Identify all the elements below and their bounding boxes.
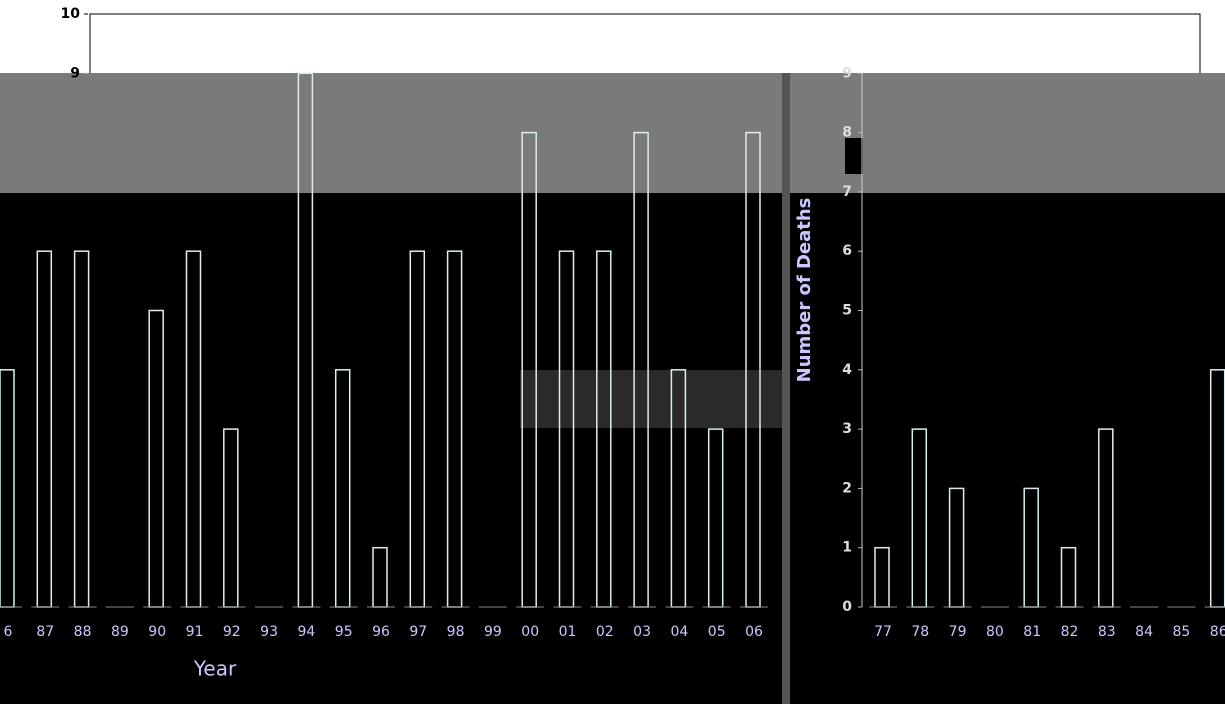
x-tick-label: 83: [1098, 624, 1116, 640]
y-tick-label: 8: [842, 125, 852, 141]
x-axis-title: Year: [193, 657, 237, 681]
y-tick-label: 1: [842, 540, 852, 556]
x-tick-label: 6: [4, 624, 13, 640]
y-tick-label: 5: [842, 303, 852, 319]
x-tick-label: 05: [708, 624, 726, 640]
x-tick-label: 01: [559, 624, 577, 640]
x-tick-label: 04: [670, 624, 688, 640]
x-tick-label: 02: [596, 624, 614, 640]
x-tick-label: 84: [1135, 624, 1153, 640]
x-tick-label: 79: [949, 624, 967, 640]
x-tick-label: 98: [447, 624, 465, 640]
x-tick-label: 88: [74, 624, 92, 640]
x-tick-label: 82: [1061, 624, 1079, 640]
gray-band: [0, 73, 1225, 193]
top-region: [0, 0, 1225, 73]
x-tick-label: 80: [986, 624, 1004, 640]
x-tick-label: 77: [874, 624, 892, 640]
x-tick-label: 89: [111, 624, 129, 640]
y-tick-label: 7: [842, 184, 852, 200]
x-tick-label: 90: [148, 624, 166, 640]
x-tick-label: 03: [633, 624, 651, 640]
y-tick-label: 9: [70, 65, 80, 81]
y-tick-label: 10: [61, 6, 81, 22]
x-tick-label: 99: [484, 624, 502, 640]
x-tick-label: 86: [1210, 624, 1225, 640]
x-tick-label: 97: [409, 624, 427, 640]
x-tick-label: 81: [1023, 624, 1041, 640]
x-tick-label: 06: [745, 624, 763, 640]
artifact: [845, 138, 863, 174]
x-tick-label: 96: [372, 624, 390, 640]
artifact: [520, 370, 782, 428]
y-axis-title: Number of Deaths: [794, 198, 815, 383]
y-tick-label: 9: [842, 65, 852, 81]
x-tick-label: 94: [297, 624, 315, 640]
x-tick-label: 92: [223, 624, 241, 640]
x-tick-label: 91: [186, 624, 204, 640]
y-tick-label: 6: [842, 243, 852, 259]
x-tick-label: 00: [521, 624, 539, 640]
x-tick-label: 93: [260, 624, 278, 640]
y-tick-label: 0: [842, 599, 852, 615]
y-tick-label: 4: [842, 362, 852, 378]
y-tick-label: 2: [842, 480, 852, 496]
y-tick-label: 3: [842, 421, 852, 437]
divider: [782, 73, 790, 704]
x-tick-label: 87: [36, 624, 54, 640]
x-tick-label: 78: [911, 624, 929, 640]
x-tick-label: 85: [1172, 624, 1190, 640]
dark-region: [0, 193, 1225, 704]
x-tick-label: 95: [335, 624, 353, 640]
